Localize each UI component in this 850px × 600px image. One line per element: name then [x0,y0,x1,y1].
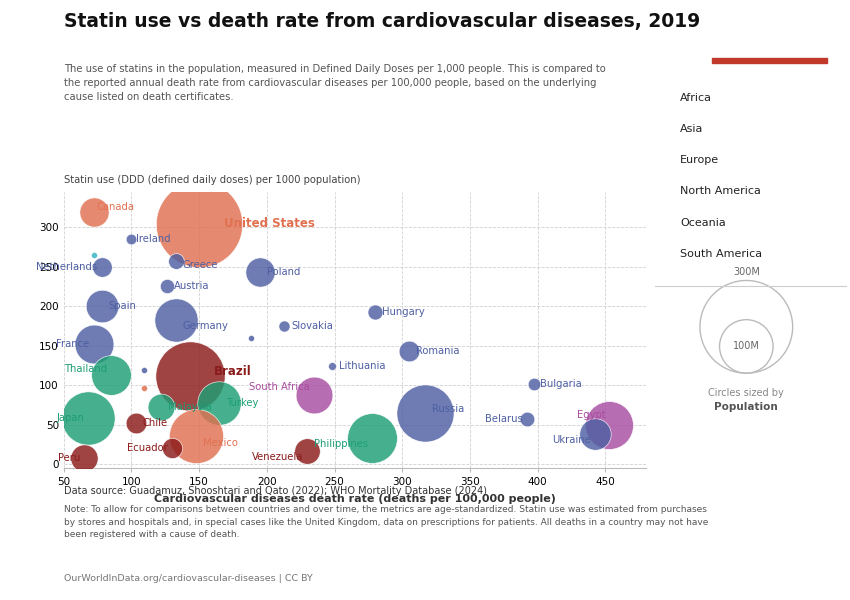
Text: South America: South America [680,249,762,259]
Point [77,453,91,463]
Text: 300M: 300M [733,268,760,277]
Text: Venezuela: Venezuela [252,452,303,462]
Text: Spain: Spain [109,301,136,311]
Point [125,235,139,244]
Text: Egypt: Egypt [577,410,605,420]
Text: Malaysia: Malaysia [168,402,212,412]
Point [212,398,226,408]
Text: Data source: Guadamuz, Shooshtari and Qato (2022); WHO Mortality Database (2024): Data source: Guadamuz, Shooshtari and Qa… [64,486,487,496]
Text: Africa: Africa [680,93,712,103]
Text: Note: To allow for comparisons between countries and over time, the metrics are : Note: To allow for comparisons between c… [64,505,708,539]
Text: United States: United States [224,217,314,230]
Text: Poland: Poland [267,268,300,277]
Text: Austria: Austria [173,281,209,291]
Point [137,365,150,375]
Text: France: France [56,339,89,349]
Point [278,321,292,331]
Point [253,268,267,277]
Point [325,361,338,371]
Text: Circles sized by: Circles sized by [708,388,785,398]
Text: Philippines: Philippines [314,439,368,449]
Text: Slovakia: Slovakia [292,321,333,331]
Point [95,262,109,272]
Text: Oceania: Oceania [680,218,726,227]
Point [366,433,379,443]
Point [87,207,100,217]
Point [105,370,118,380]
Text: Netherlands: Netherlands [37,262,98,272]
Text: Ukraine: Ukraine [552,436,591,445]
Text: Europe: Europe [680,155,719,165]
Text: 100M: 100M [733,341,760,352]
Text: Peru: Peru [58,453,80,463]
Point [87,340,100,349]
Point [402,346,416,356]
Point [87,250,100,260]
Text: Romania: Romania [416,346,459,356]
Text: Chile: Chile [142,418,167,428]
Text: Population: Population [714,402,778,412]
Text: Belarus: Belarus [485,414,523,424]
Point [418,408,432,418]
Text: Russia: Russia [432,404,464,414]
Text: Ireland: Ireland [135,235,170,244]
Point [155,403,168,412]
Point [183,371,196,380]
Point [301,446,314,455]
Text: Statin use vs death rate from cardiovascular diseases, 2019: Statin use vs death rate from cardiovasc… [64,12,700,31]
Text: Ecuador: Ecuador [128,443,168,453]
Text: OurWorldInData.org/cardiovascular-diseases | CC BY: OurWorldInData.org/cardiovascular-diseas… [64,574,313,583]
Point [587,429,601,439]
Point [308,390,321,400]
Text: Greece: Greece [183,260,218,269]
Text: Brazil: Brazil [214,365,252,378]
Point [520,415,534,424]
Text: in Data: in Data [748,41,790,51]
X-axis label: Cardiovascular diseases death rate (deaths per 100,000 people): Cardiovascular diseases death rate (deat… [154,494,556,504]
Point [527,379,541,388]
Text: Our World: Our World [740,23,799,32]
Point [128,418,142,428]
Point [244,333,258,343]
Text: Mexico: Mexico [203,438,238,448]
Point [169,315,183,325]
Text: Germany: Germany [183,321,229,331]
Text: South Africa: South Africa [249,382,310,392]
Text: Asia: Asia [680,124,703,134]
Text: North America: North America [680,187,761,196]
Point [165,443,178,453]
Point [192,219,206,229]
Text: Turkey: Turkey [226,398,258,409]
Point [160,281,173,290]
Point [603,420,616,430]
Point [169,256,183,265]
Point [95,302,109,311]
Text: Statin use (DDD (defined daily doses) per 1000 population): Statin use (DDD (defined daily doses) pe… [64,175,360,185]
Bar [712,58,827,63]
Point [368,307,382,317]
Text: Thailand: Thailand [64,364,107,374]
Text: Lithuania: Lithuania [338,361,385,371]
Point [82,413,95,423]
Text: The use of statins in the population, measured in Defined Daily Doses per 1,000 : The use of statins in the population, me… [64,64,605,102]
Text: Japan: Japan [56,413,84,424]
Text: Canada: Canada [96,202,134,212]
Text: Hungary: Hungary [382,307,425,317]
Point [190,431,203,441]
Point [137,383,150,392]
Text: Bulgaria: Bulgaria [541,379,582,389]
